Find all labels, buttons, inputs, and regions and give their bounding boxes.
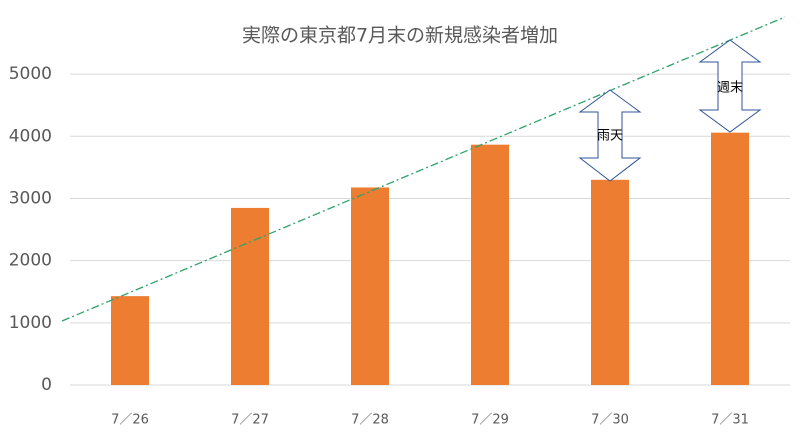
y-tick-label: 2000 xyxy=(9,251,52,271)
bar xyxy=(231,207,269,385)
arrow xyxy=(578,89,642,182)
y-tick-label: 1000 xyxy=(9,313,52,333)
x-tick-label: 7／30 xyxy=(591,413,629,428)
x-tick-label: 7／31 xyxy=(711,413,749,428)
trend-line xyxy=(61,16,786,322)
arrow xyxy=(698,39,762,133)
bar xyxy=(471,144,509,385)
y-tick-label: 3000 xyxy=(9,188,52,208)
x-tick-label: 7／29 xyxy=(471,413,509,428)
bar xyxy=(591,179,629,385)
y-tick-label: 0 xyxy=(41,375,52,395)
bar xyxy=(351,187,389,385)
bar xyxy=(111,296,149,385)
y-tick-label: 5000 xyxy=(9,64,52,84)
chart-title: 実際の東京都7月末の新規感染者増加 xyxy=(242,25,558,47)
x-tick-label: 7／26 xyxy=(111,413,149,428)
x-tick-label: 7／28 xyxy=(351,413,389,428)
annotation: 雨天 xyxy=(597,129,623,144)
plot-area: 0 1000 2000 3000 4000 5000 7／26 7／27 7／28 7／29 7／3… xyxy=(9,64,790,428)
bar xyxy=(711,132,749,385)
annotation: 週末 xyxy=(717,81,743,96)
x-tick-label: 7／27 xyxy=(231,413,269,428)
y-tick-label: 4000 xyxy=(9,126,52,146)
